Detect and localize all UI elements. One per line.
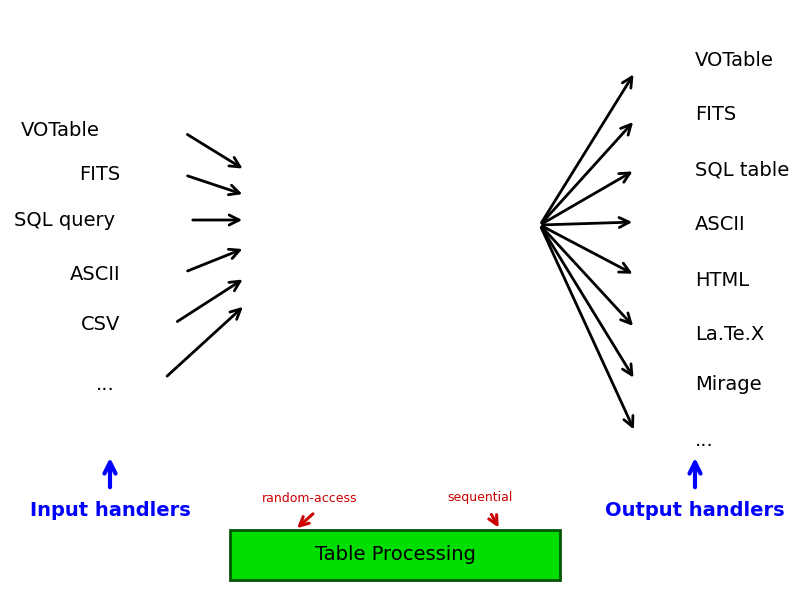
Text: random-access: random-access — [262, 491, 358, 505]
Text: La.Te.X: La.Te.X — [695, 325, 765, 345]
Text: VOTable: VOTable — [695, 51, 774, 70]
Text: FITS: FITS — [79, 165, 120, 184]
Text: ASCII: ASCII — [69, 265, 120, 284]
Text: Mirage: Mirage — [695, 375, 761, 394]
Text: Table Processing: Table Processing — [314, 546, 476, 565]
Text: ASCII: ASCII — [695, 215, 746, 234]
Text: ...: ... — [695, 431, 714, 449]
Bar — [230, 530, 560, 580]
Text: FITS: FITS — [695, 105, 736, 124]
Text: sequential: sequential — [447, 491, 513, 505]
Text: SQL table: SQL table — [695, 161, 789, 180]
Text: HTML: HTML — [695, 271, 749, 290]
Text: ...: ... — [96, 375, 115, 394]
Text: VOTable: VOTable — [21, 121, 100, 139]
Text: SQL query: SQL query — [13, 211, 115, 230]
Text: Input handlers: Input handlers — [29, 500, 191, 519]
Text: CSV: CSV — [81, 315, 120, 334]
Text: Output handlers: Output handlers — [605, 500, 784, 519]
